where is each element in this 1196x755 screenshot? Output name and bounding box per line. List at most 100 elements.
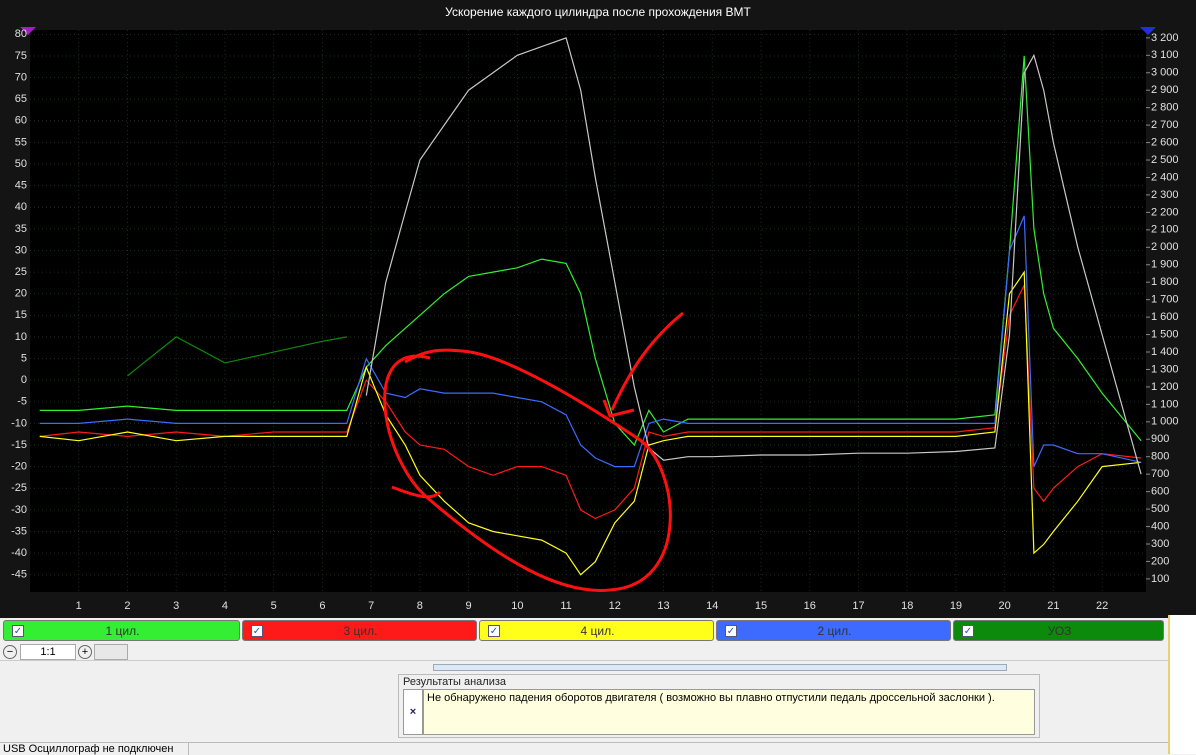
x-tick-label: 17 <box>852 600 864 612</box>
y-tick-label: -45 <box>11 569 27 581</box>
legend-checkbox[interactable]: ✓ <box>725 625 737 637</box>
marker <box>1140 27 1156 35</box>
legend-entry[interactable]: УОЗ ✓ <box>953 620 1164 641</box>
y-tick-label: 30 <box>15 244 27 256</box>
y-tick-label: 5 <box>21 352 27 364</box>
y2-tick-label: 400 <box>1151 520 1169 532</box>
status-bar: USB Осциллограф не подключен <box>0 742 1168 755</box>
x-tick-label: 20 <box>999 600 1011 612</box>
legend-label: 2 цил. <box>817 624 852 638</box>
legend-checkbox[interactable]: ✓ <box>488 625 500 637</box>
y2-tick-label: 2 700 <box>1151 119 1179 131</box>
x-tick-label: 22 <box>1096 600 1108 612</box>
x-tick-label: 21 <box>1047 600 1059 612</box>
zoom-in-button[interactable]: + <box>78 645 92 659</box>
splitter[interactable] <box>433 664 1007 671</box>
x-tick-label: 2 <box>124 600 130 612</box>
x-tick-label: 16 <box>804 600 816 612</box>
y-tick-label: -5 <box>17 396 27 408</box>
toolbar: − 1:1 + <box>0 643 1168 661</box>
chart-title: Ускорение каждого цилиндра после прохожд… <box>445 5 751 19</box>
y-tick-label: -10 <box>11 417 27 429</box>
y2-tick-label: 200 <box>1151 555 1169 567</box>
y2-tick-label: 1 500 <box>1151 328 1179 340</box>
close-button[interactable]: × <box>403 689 423 735</box>
legend-entry[interactable]: 3 цил. ✓ <box>242 620 477 641</box>
y-tick-label: 50 <box>15 158 27 170</box>
y-tick-label: -30 <box>11 504 27 516</box>
y2-tick-label: 2 200 <box>1151 206 1179 218</box>
data-line <box>127 336 347 377</box>
x-tick-label: 18 <box>901 600 913 612</box>
x-tick-label: 4 <box>222 600 228 612</box>
plot-area <box>30 30 1146 592</box>
y2-tick-label: 1 600 <box>1151 311 1179 323</box>
y-tick-label: 45 <box>15 180 27 192</box>
y2-tick-label: 2 600 <box>1151 136 1179 148</box>
y2-tick-label: 1 200 <box>1151 381 1179 393</box>
legend-label: 3 цил. <box>343 624 378 638</box>
y-tick-label: -35 <box>11 525 27 537</box>
y-tick-label: 55 <box>15 136 27 148</box>
legend-checkbox[interactable]: ✓ <box>251 625 263 637</box>
legend-checkbox[interactable]: ✓ <box>12 625 24 637</box>
y-tick-label: -20 <box>11 461 27 473</box>
y-tick-label: 35 <box>15 223 27 235</box>
legend-entry[interactable]: 2 цил. ✓ <box>716 620 951 641</box>
zoom-out-button[interactable]: − <box>3 645 17 659</box>
data-line <box>365 37 1142 475</box>
scroll-bar[interactable] <box>94 644 128 660</box>
chart: Ускорение каждого цилиндра после прохожд… <box>0 0 1196 618</box>
y2-tick-label: 2 500 <box>1151 154 1179 166</box>
y2-tick-label: 2 100 <box>1151 224 1179 236</box>
zoom-level: 1:1 <box>20 644 76 660</box>
y-tick-label: 80 <box>15 28 27 40</box>
y-tick-label: 20 <box>15 288 27 300</box>
y2-tick-label: 900 <box>1151 433 1169 445</box>
x-tick-label: 19 <box>950 600 962 612</box>
y2-tick-label: 300 <box>1151 538 1169 550</box>
y2-tick-label: 3 100 <box>1151 49 1179 61</box>
y2-tick-label: 800 <box>1151 451 1169 463</box>
legend-entry[interactable]: 1 цил. ✓ <box>3 620 240 641</box>
y2-tick-label: 600 <box>1151 486 1169 498</box>
x-tick-label: 10 <box>511 600 523 612</box>
x-tick-label: 14 <box>706 600 718 612</box>
x-tick-label: 7 <box>368 600 374 612</box>
y2-tick-label: 1 000 <box>1151 416 1179 428</box>
y2-tick-label: 3 000 <box>1151 67 1179 79</box>
y-tick-label: 75 <box>15 50 27 62</box>
legend-checkbox[interactable]: ✓ <box>962 625 974 637</box>
y-tick-label: -25 <box>11 482 27 494</box>
y2-tick-label: 500 <box>1151 503 1169 515</box>
y2-tick-label: 1 800 <box>1151 276 1179 288</box>
results-message: Не обнаружено падения оборотов двигателя… <box>423 689 1035 735</box>
x-tick-label: 13 <box>657 600 669 612</box>
results-title: Результаты анализа <box>403 676 507 688</box>
y2-tick-label: 2 900 <box>1151 84 1179 96</box>
y2-tick-label: 1 100 <box>1151 398 1179 410</box>
legend-label: 4 цил. <box>580 624 615 638</box>
y-tick-label: 0 <box>21 374 27 386</box>
y2-tick-label: 2 400 <box>1151 171 1179 183</box>
legend-entry[interactable]: 4 цил. ✓ <box>479 620 714 641</box>
legend-label: УОЗ <box>1047 624 1072 638</box>
y-tick-label: 40 <box>15 201 27 213</box>
status-text: USB Осциллограф не подключен <box>3 743 189 755</box>
y2-tick-label: 1 700 <box>1151 294 1179 306</box>
y-tick-label: -40 <box>11 547 27 559</box>
y-tick-label: 60 <box>15 115 27 127</box>
legend-label: 1 цил. <box>105 624 140 638</box>
y2-tick-label: 100 <box>1151 573 1169 585</box>
y-tick-label: 15 <box>15 309 27 321</box>
x-tick-label: 3 <box>173 600 179 612</box>
y2-tick-label: 1 300 <box>1151 363 1179 375</box>
x-tick-label: 1 <box>76 600 82 612</box>
y-tick-label: 65 <box>15 93 27 105</box>
y2-tick-label: 3 200 <box>1151 32 1179 44</box>
x-tick-label: 11 <box>560 600 571 612</box>
x-tick-label: 8 <box>417 600 423 612</box>
x-tick-label: 5 <box>271 600 277 612</box>
y2-tick-label: 700 <box>1151 468 1169 480</box>
x-tick-label: 12 <box>609 600 621 612</box>
